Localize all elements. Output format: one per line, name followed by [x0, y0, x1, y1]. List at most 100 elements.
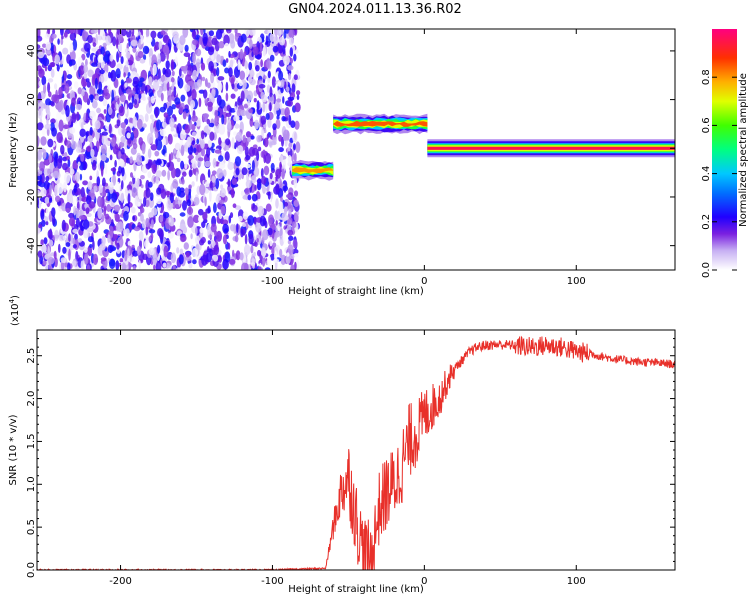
heatmap-noise-cell	[213, 244, 220, 255]
heatmap-noise-cell	[171, 167, 176, 179]
heatmap-noise-cell	[155, 175, 159, 184]
heatmap-noise-cell	[76, 147, 82, 154]
heatmap-noise-cell	[216, 54, 221, 63]
heatmap-noise-cell	[48, 239, 54, 247]
heatmap-noise-cell	[198, 208, 204, 216]
heatmap-noise-cell	[245, 155, 251, 161]
heatmap-noise-cell	[116, 29, 120, 35]
heatmap-noise-cell	[289, 37, 294, 46]
snr-axes: -200 -100 0 100 0.0 0.5 1.0 1.5 2.0 2.5	[26, 330, 675, 587]
heatmap-noise-cell	[188, 263, 193, 269]
heatmap-noise-cell	[50, 101, 55, 107]
heatmap-noise-cell	[111, 192, 118, 203]
heatmap-noise-cell	[47, 82, 51, 93]
heatmap-noise-cell	[52, 170, 60, 179]
heatmap-noise-cell	[253, 251, 256, 257]
heatmap-noise-cell	[107, 244, 113, 254]
heatmap-noise-cell	[234, 31, 239, 42]
heatmap-noise-cell	[226, 122, 232, 133]
heatmap-noise-cell	[241, 262, 248, 270]
heatmap-noise-cell	[207, 223, 211, 236]
heatmap-noise-cell	[178, 68, 182, 77]
heatmap-noise-cell	[208, 61, 215, 72]
heatmap-noise-cell	[83, 219, 90, 230]
heatmap-noise-cell	[200, 139, 205, 149]
heatmap-noise-cell	[184, 44, 189, 52]
heatmap-noise-cell	[179, 35, 186, 46]
heatmap-noise-cell	[103, 206, 107, 216]
heatmap-noise-cell	[154, 150, 160, 157]
heatmap-noise-cell	[238, 115, 243, 121]
heatmap-noise-cell	[278, 70, 284, 81]
heatmap-noise-cell	[257, 182, 262, 191]
heatmap-noise-cell	[158, 41, 163, 50]
heatmap-noise-cell	[247, 215, 255, 226]
heatmap-noise-cell	[59, 59, 63, 65]
heatmap-noise-cell	[132, 46, 137, 53]
heatmap-noise-cell	[167, 199, 171, 205]
heatmap-noise-cell	[119, 258, 124, 263]
heatmap-noise-cell	[98, 184, 103, 194]
snr-ylabel: SNR (10 * v/v)	[8, 414, 19, 485]
heatmap-noise-cell	[73, 81, 79, 90]
heatmap-noise-cell	[272, 45, 279, 53]
heatmap-noise-cell	[180, 129, 187, 141]
heatmap-noise-cell	[240, 33, 247, 43]
heatmap-noise-cell	[209, 131, 215, 141]
heatmap-noise-cell	[98, 95, 104, 102]
heatmap-noise-cell	[52, 29, 56, 35]
heatmap-noise-cell	[89, 126, 93, 136]
heatmap-signal-band	[292, 167, 334, 174]
heatmap-noise-cell	[120, 135, 126, 143]
heatmap-noise-cell	[287, 201, 292, 210]
heatmap-noise-cell	[45, 206, 50, 217]
heatmap-noise-cell	[68, 217, 76, 227]
heatmap-noise-cell	[270, 162, 275, 171]
heatmap-noise-cell	[293, 74, 298, 81]
heatmap-noise-cell	[246, 137, 251, 143]
heatmap-noise-cell	[157, 244, 161, 254]
heatmap-noise-cell	[90, 29, 98, 34]
snr-frame	[36, 329, 676, 571]
heatmap-noise-cell	[140, 175, 145, 180]
heatmap-noise-cell	[37, 250, 43, 258]
heatmap-noise-cell	[220, 55, 224, 61]
heatmap-noise-cell	[101, 134, 108, 145]
heatmap-noise-cell	[69, 127, 76, 134]
heatmap-noise-cell	[120, 79, 124, 85]
heatmap-noise-cell	[97, 54, 105, 63]
heatmap-noise-cell	[200, 62, 206, 71]
heatmap-noise-cell	[77, 161, 81, 167]
heatmap-noise-cell	[132, 116, 138, 128]
heatmap-noise-cell	[187, 216, 194, 228]
heatmap-noise-cell	[77, 29, 81, 36]
heatmap-noise-cell	[80, 121, 84, 131]
heatmap-noise-cell	[227, 242, 231, 250]
heatmap-noise-cell	[69, 29, 75, 35]
heatmap-noise-cell	[42, 43, 47, 48]
heatmap-noise-cell	[292, 239, 298, 249]
heatmap-noise-cell	[248, 61, 253, 71]
heatmap-noise-cell	[150, 114, 154, 120]
heatmap-noise-cell	[233, 223, 236, 234]
heatmap-noise-cell	[253, 98, 257, 103]
heatmap-noise-cell	[290, 264, 296, 270]
heatmap-noise-cell	[282, 129, 290, 141]
heatmap-noise-cell	[197, 157, 204, 162]
heatmap-noise-cell	[130, 131, 134, 141]
heatmap-noise-cell	[167, 170, 171, 181]
heatmap-noise-cell	[54, 229, 59, 241]
heatmap-noise-cell	[178, 106, 184, 114]
heatmap-noise-cell	[53, 250, 57, 260]
heatmap-noise-cell	[282, 185, 289, 192]
heatmap-noise-cell	[265, 101, 268, 113]
heatmap-noise-cell	[191, 123, 196, 131]
heatmap-noise-cell	[233, 115, 240, 122]
heatmap-noise-cell	[138, 260, 141, 270]
heatmap-noise-cell	[265, 113, 270, 120]
heatmap-noise-cell	[66, 74, 73, 80]
heatmap-noise-cell	[96, 107, 101, 114]
heatmap-noise-cell	[37, 150, 43, 161]
heatmap-noise-cell	[56, 158, 63, 169]
heatmap-noise-cell	[156, 119, 162, 131]
